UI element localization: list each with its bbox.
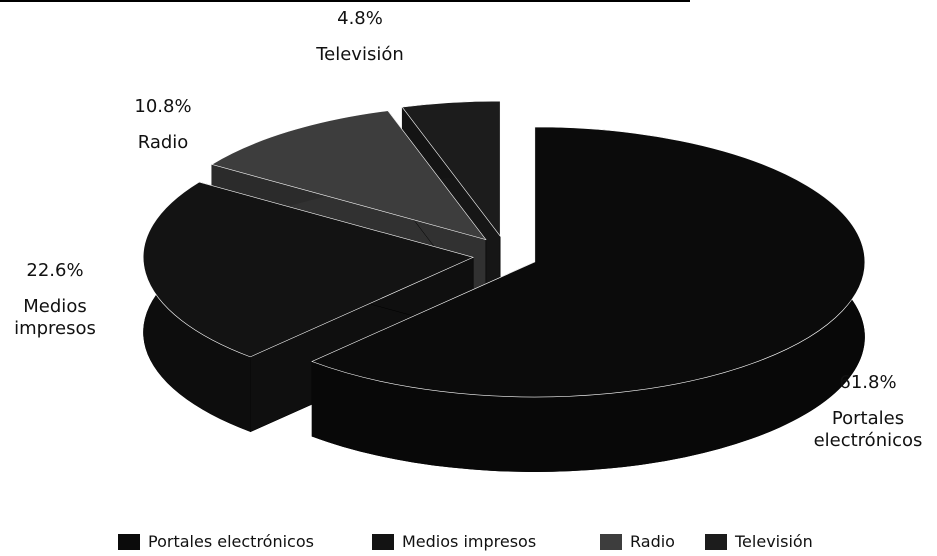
slice-label: 4.8% Televisión bbox=[300, 8, 420, 66]
legend-item: Portales electrónicos bbox=[118, 532, 314, 551]
legend-item: Televisión bbox=[705, 532, 813, 551]
legend-swatch bbox=[600, 533, 622, 550]
category-label: Medios impresos bbox=[14, 296, 96, 339]
slice-top bbox=[311, 126, 866, 398]
value-label: 10.8% bbox=[134, 96, 192, 117]
value-label: 61.8% bbox=[839, 372, 897, 393]
slice-label: 22.6% Medios impresos bbox=[5, 260, 105, 340]
legend-label: Radio bbox=[630, 532, 675, 551]
category-label: Televisión bbox=[316, 44, 404, 65]
legend-swatch bbox=[372, 533, 394, 550]
legend-item: Medios impresos bbox=[372, 532, 536, 551]
value-label: 4.8% bbox=[337, 8, 383, 29]
pie-slice bbox=[311, 126, 866, 472]
category-label: Portales electrónicos bbox=[813, 408, 923, 451]
legend-swatch bbox=[118, 533, 140, 550]
legend-swatch bbox=[705, 533, 727, 550]
slice-label: 10.8% Radio bbox=[113, 96, 213, 154]
slice-label: 61.8% Portales electrónicos bbox=[803, 372, 933, 452]
slice-top bbox=[142, 181, 475, 358]
legend-label: Medios impresos bbox=[402, 532, 537, 551]
slice-top bbox=[401, 100, 501, 237]
legend-label: Portales electrónicos bbox=[148, 532, 314, 551]
legend-label: Televisión bbox=[735, 532, 813, 551]
legend-item: Radio bbox=[600, 532, 675, 551]
value-label: 22.6% bbox=[26, 260, 84, 281]
slice-top bbox=[211, 110, 487, 241]
category-label: Radio bbox=[137, 132, 189, 153]
